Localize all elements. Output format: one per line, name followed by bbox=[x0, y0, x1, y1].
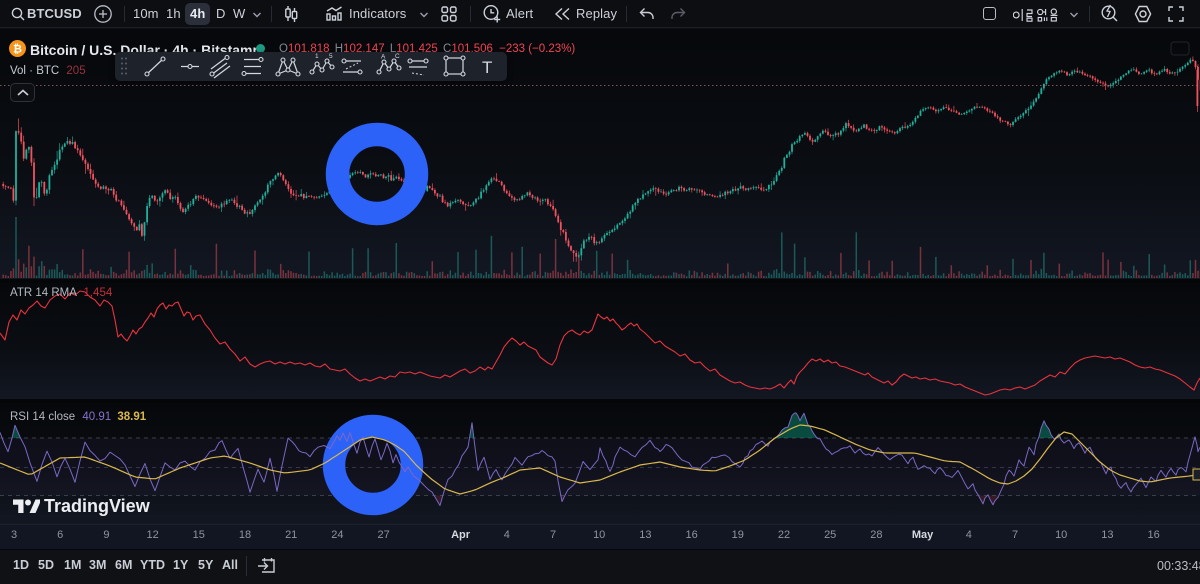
svg-text:₿: ₿ bbox=[13, 44, 22, 56]
svg-text:A: A bbox=[381, 54, 386, 61]
svg-text:T: T bbox=[482, 58, 492, 77]
svg-text:1: 1 bbox=[315, 53, 319, 60]
svg-text:C: C bbox=[395, 53, 400, 60]
svg-text:5: 5 bbox=[329, 53, 333, 60]
